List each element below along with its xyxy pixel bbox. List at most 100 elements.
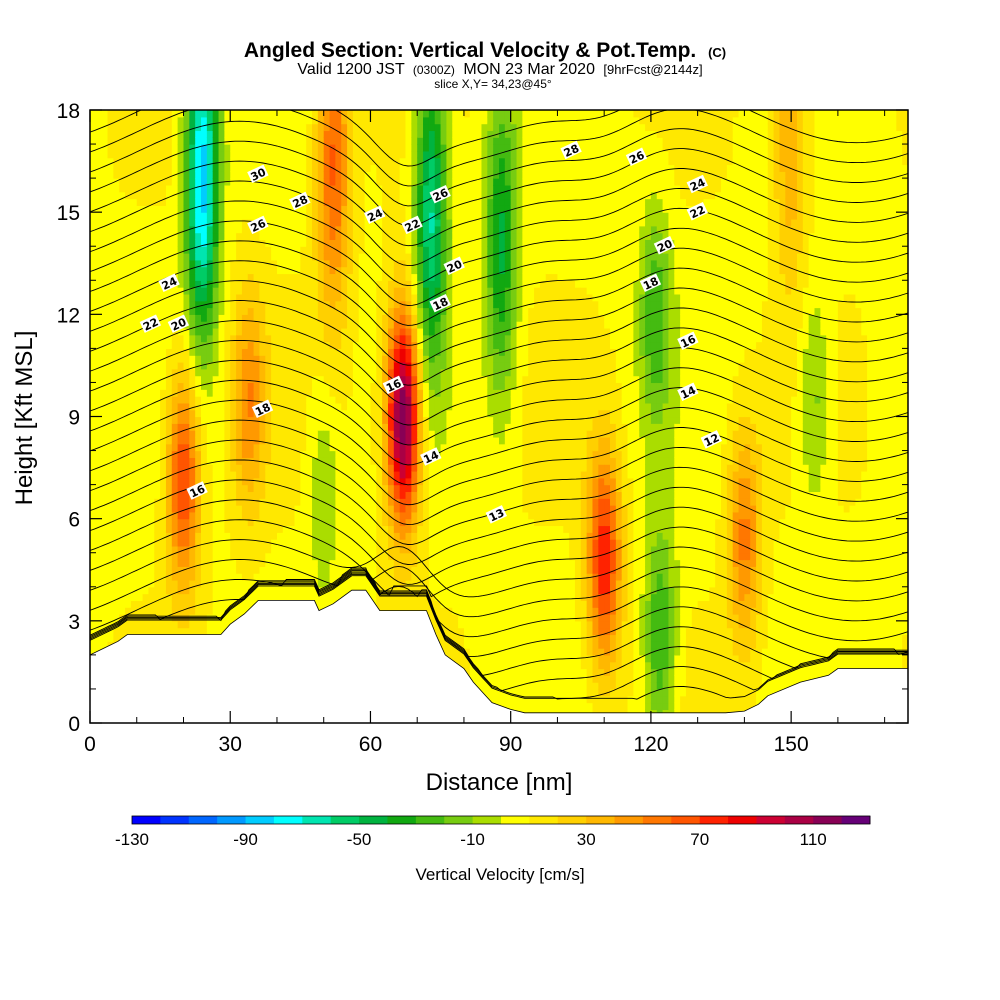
- field-cell: [125, 348, 132, 356]
- field-cell: [189, 266, 196, 275]
- field-cell: [189, 457, 196, 465]
- field-cell: [329, 484, 336, 493]
- field-cell: [206, 396, 214, 404]
- field-cell: [236, 184, 243, 193]
- field-cell: [399, 355, 407, 363]
- field-cell: [253, 137, 261, 145]
- field-cell: [341, 525, 348, 533]
- field-cell: [259, 266, 266, 275]
- field-cell: [230, 334, 237, 343]
- field-cell: [101, 579, 109, 588]
- field-cell: [125, 341, 132, 349]
- field-cell: [130, 341, 138, 349]
- field-cell: [119, 430, 126, 438]
- field-cell: [382, 416, 389, 424]
- field-cell: [154, 239, 161, 247]
- field-cell: [230, 539, 237, 547]
- field-cell: [189, 402, 196, 411]
- field-cell: [171, 225, 179, 234]
- field-cell: [335, 539, 342, 547]
- field-cell: [171, 457, 179, 465]
- field-cell: [236, 348, 243, 356]
- field-cell: [206, 184, 214, 193]
- field-cell: [177, 620, 185, 629]
- field-cell: [241, 130, 249, 138]
- field-cell: [218, 205, 225, 213]
- field-cell: [247, 545, 255, 554]
- field-cell: [393, 307, 401, 315]
- field-cell: [160, 573, 167, 581]
- field-cell: [90, 586, 97, 595]
- field-cell: [195, 116, 202, 125]
- field-cell: [218, 477, 225, 486]
- field-cell: [364, 205, 372, 213]
- field-cell: [382, 327, 389, 336]
- field-cell: [107, 620, 114, 629]
- field-cell: [130, 293, 138, 302]
- field-cell: [399, 464, 407, 472]
- field-cell: [364, 314, 372, 322]
- field-cell: [276, 266, 284, 275]
- subtitle-valid: Valid 1200 JST: [297, 61, 405, 78]
- field-cell: [317, 409, 325, 418]
- field-cell: [230, 171, 237, 179]
- field-cell: [323, 409, 331, 418]
- field-cell: [341, 225, 348, 234]
- field-cell: [276, 566, 284, 574]
- field-cell: [358, 389, 366, 397]
- field-cell: [142, 484, 150, 493]
- subtitle-forecast: [9hrFcst@2144z]: [603, 62, 702, 77]
- field-cell: [189, 293, 196, 302]
- field-cell: [271, 266, 278, 275]
- field-cell: [218, 130, 225, 138]
- field-cell: [236, 470, 243, 479]
- field-cell: [393, 259, 401, 268]
- field-cell: [376, 293, 383, 302]
- field-cell: [101, 259, 109, 268]
- field-cell: [130, 464, 138, 472]
- field-cell: [376, 239, 383, 247]
- field-cell: [370, 273, 377, 281]
- field-cell: [113, 491, 120, 499]
- field-cell: [282, 450, 290, 458]
- field-cell: [364, 586, 372, 595]
- field-cell: [347, 402, 354, 411]
- field-cell: [218, 144, 225, 152]
- field-cell: [136, 532, 144, 540]
- field-cell: [405, 559, 412, 567]
- field-cell: [306, 110, 313, 118]
- field-cell: [294, 423, 301, 431]
- field-cell: [265, 368, 272, 377]
- field-cell: [171, 178, 179, 186]
- field-cell: [241, 498, 249, 506]
- field-cell: [130, 470, 138, 479]
- field-cell: [183, 280, 190, 288]
- field-cell: [329, 130, 336, 138]
- field-cell: [119, 273, 126, 281]
- field-cell: [224, 287, 231, 295]
- field-cell: [259, 573, 266, 581]
- field-cell: [247, 498, 255, 506]
- field-cell: [195, 566, 202, 574]
- field-cell: [364, 355, 372, 363]
- field-cell: [119, 253, 126, 261]
- field-cell: [113, 368, 120, 377]
- field-cell: [160, 416, 167, 424]
- field-cell: [142, 191, 150, 200]
- field-cell: [201, 293, 208, 302]
- field-cell: [370, 280, 377, 288]
- field-cell: [387, 443, 395, 452]
- field-cell: [189, 253, 196, 261]
- field-cell: [323, 341, 331, 349]
- field-cell: [282, 362, 290, 370]
- field-cell: [312, 396, 319, 404]
- field-cell: [177, 511, 185, 520]
- field-cell: [247, 191, 255, 200]
- field-cell: [276, 586, 284, 595]
- field-cell: [230, 355, 237, 363]
- field-cell: [247, 423, 255, 431]
- field-cell: [253, 532, 261, 540]
- field-cell: [405, 334, 412, 343]
- field-cell: [230, 116, 237, 125]
- field-cell: [107, 150, 114, 159]
